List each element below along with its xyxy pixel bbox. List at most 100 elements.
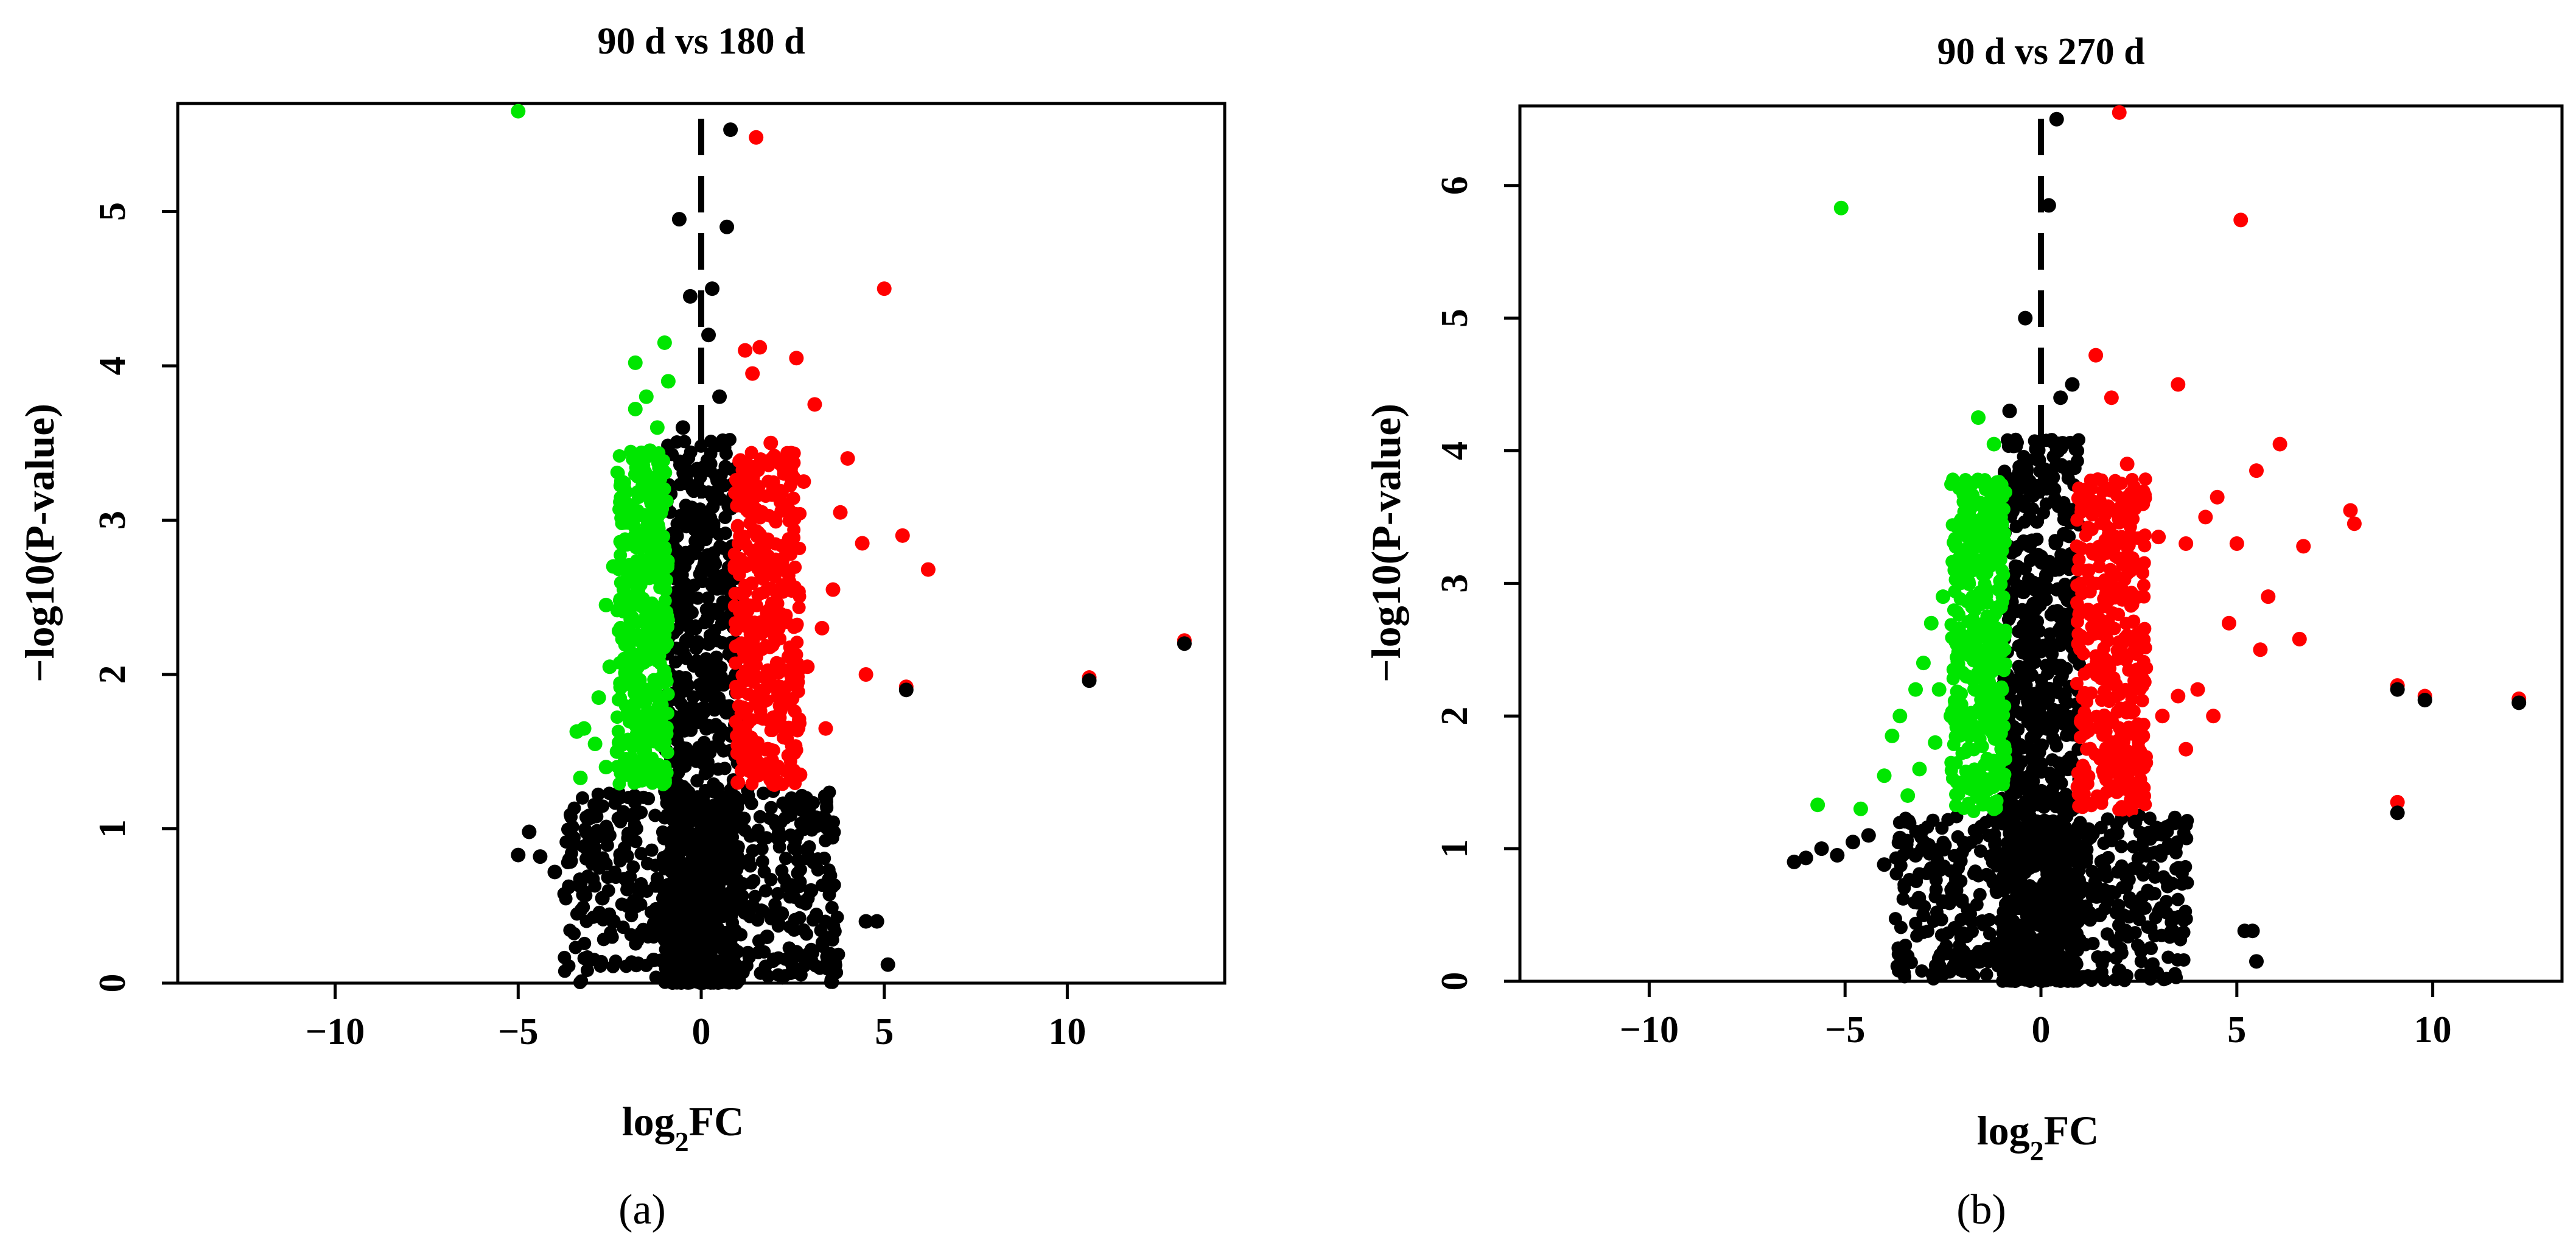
point-down (658, 628, 672, 642)
point-bg (558, 950, 572, 964)
y-axis-label-a: −log10(P-value) (16, 404, 63, 682)
point-bg (2069, 956, 2083, 970)
point-bg (606, 959, 620, 973)
data-point (2135, 496, 2151, 511)
point-up (739, 650, 753, 664)
point-down (624, 598, 638, 612)
point-up (728, 586, 742, 600)
data-point (606, 559, 621, 574)
data-point (1916, 656, 1931, 671)
point-bg (662, 790, 676, 804)
point-bg (2122, 910, 2136, 924)
point-bg (1973, 955, 1987, 969)
point-down (651, 457, 665, 471)
point-up (2096, 575, 2110, 589)
point-bg (676, 929, 690, 943)
point-down (653, 505, 667, 519)
point-down (656, 725, 670, 739)
point-bg (1894, 858, 1908, 872)
data-point (2343, 503, 2358, 518)
data-point (782, 798, 797, 813)
data-point (686, 960, 701, 975)
point-bg (677, 724, 691, 738)
data-point (587, 737, 603, 752)
data-point (657, 883, 672, 898)
data-point (2206, 709, 2221, 724)
point-down (617, 476, 631, 490)
point-bg (780, 880, 794, 894)
point-bg (2090, 890, 2104, 904)
data-point (2119, 762, 2135, 777)
point-up (748, 769, 762, 783)
point-bg (2171, 953, 2185, 967)
data-point (749, 130, 764, 145)
point-bg (1929, 883, 1943, 897)
data-point (522, 824, 537, 839)
data-point (573, 875, 588, 891)
data-point (598, 597, 614, 612)
point-bg (661, 909, 675, 923)
point-bg (2033, 815, 2047, 829)
point-bg (1899, 939, 1913, 953)
data-point (2179, 741, 2194, 757)
data-point (741, 744, 757, 759)
x-tick-label: 0 (2032, 1009, 2051, 1051)
point-bg (2045, 860, 2059, 874)
point-up (785, 536, 799, 550)
point-down (1956, 488, 1970, 502)
point-down (1967, 804, 1981, 818)
data-point (749, 544, 764, 559)
point-up (792, 600, 806, 614)
point-up (727, 547, 741, 561)
point-bg (640, 856, 654, 870)
point-bg (1983, 849, 1997, 863)
point-bg (2023, 879, 2037, 893)
data-point (719, 219, 735, 234)
point-down (649, 494, 663, 508)
point-up (761, 553, 775, 567)
data-point (595, 891, 610, 906)
point-down (1964, 497, 1978, 511)
y-tick-label: 6 (1434, 176, 1475, 195)
point-up (2101, 634, 2115, 648)
data-point (598, 760, 614, 775)
data-point (620, 898, 635, 914)
point-down (1947, 694, 1961, 708)
data-point (2151, 530, 2166, 545)
data-point (1959, 668, 1974, 684)
data-point (2034, 908, 2048, 923)
point-bg (2059, 934, 2073, 948)
data-point (694, 513, 709, 528)
point-bg (2171, 861, 2185, 875)
point-up (2138, 622, 2152, 636)
data-point (825, 582, 841, 597)
point-bg (779, 852, 793, 866)
point-bg (691, 912, 705, 926)
point-up (2095, 693, 2109, 707)
data-point (690, 744, 705, 759)
data-point (1846, 835, 1861, 850)
data-point (2061, 828, 2076, 843)
point-bg (810, 908, 824, 922)
point-up (772, 656, 786, 670)
point-down (1976, 568, 1990, 582)
point-up (2121, 547, 2135, 561)
point-bg (660, 940, 674, 954)
point-bg (1897, 881, 1911, 895)
point-up (2085, 482, 2099, 496)
point-bg (718, 699, 732, 713)
point-bg (715, 636, 729, 650)
point-bg (705, 521, 719, 535)
point-down (1966, 654, 1980, 668)
point-up (2131, 740, 2145, 754)
point-bg (817, 852, 831, 866)
data-point (1967, 530, 1982, 545)
point-bg (2009, 519, 2023, 533)
data-point (624, 574, 639, 589)
point-bg (730, 819, 744, 833)
point-down (649, 713, 663, 727)
point-bg (2048, 849, 2062, 863)
point-down (612, 777, 626, 791)
point-bg (1945, 886, 1959, 900)
point-bg (1997, 863, 2011, 877)
